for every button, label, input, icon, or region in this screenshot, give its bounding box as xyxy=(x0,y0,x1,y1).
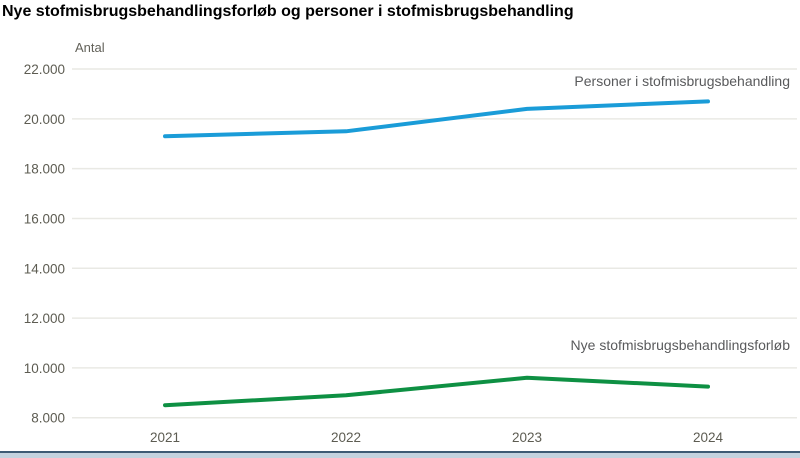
series-label-personer: Personer i stofmisbrugsbehandling xyxy=(574,73,790,89)
y-tick-label: 20.000 xyxy=(24,112,65,127)
series-line-nye-forloeb xyxy=(163,375,710,408)
x-tick-label: 2024 xyxy=(693,430,724,445)
series-label-nye-forloeb: Nye stofmisbrugsbehandlingsforløb xyxy=(570,337,790,353)
series-line-personer xyxy=(163,99,710,139)
y-tick-label: 10.000 xyxy=(24,361,65,376)
footer-rule-light xyxy=(0,453,800,458)
y-tick-label: 12.000 xyxy=(24,311,65,326)
x-tick-label: 2021 xyxy=(150,430,180,445)
y-tick-label: 22.000 xyxy=(24,62,65,77)
y-tick-label: 16.000 xyxy=(24,211,65,226)
chart-title: Nye stofmisbrugsbehandlingsforløb og per… xyxy=(2,3,574,20)
y-axis-title: Antal xyxy=(75,40,105,55)
y-tick-label: 8.000 xyxy=(31,411,65,426)
x-tick-label: 2022 xyxy=(331,430,361,445)
footer-rule-dark xyxy=(0,451,800,453)
y-tick-label: 18.000 xyxy=(24,162,65,177)
y-tick-label: 14.000 xyxy=(24,261,65,276)
x-tick-label: 2023 xyxy=(512,430,542,445)
